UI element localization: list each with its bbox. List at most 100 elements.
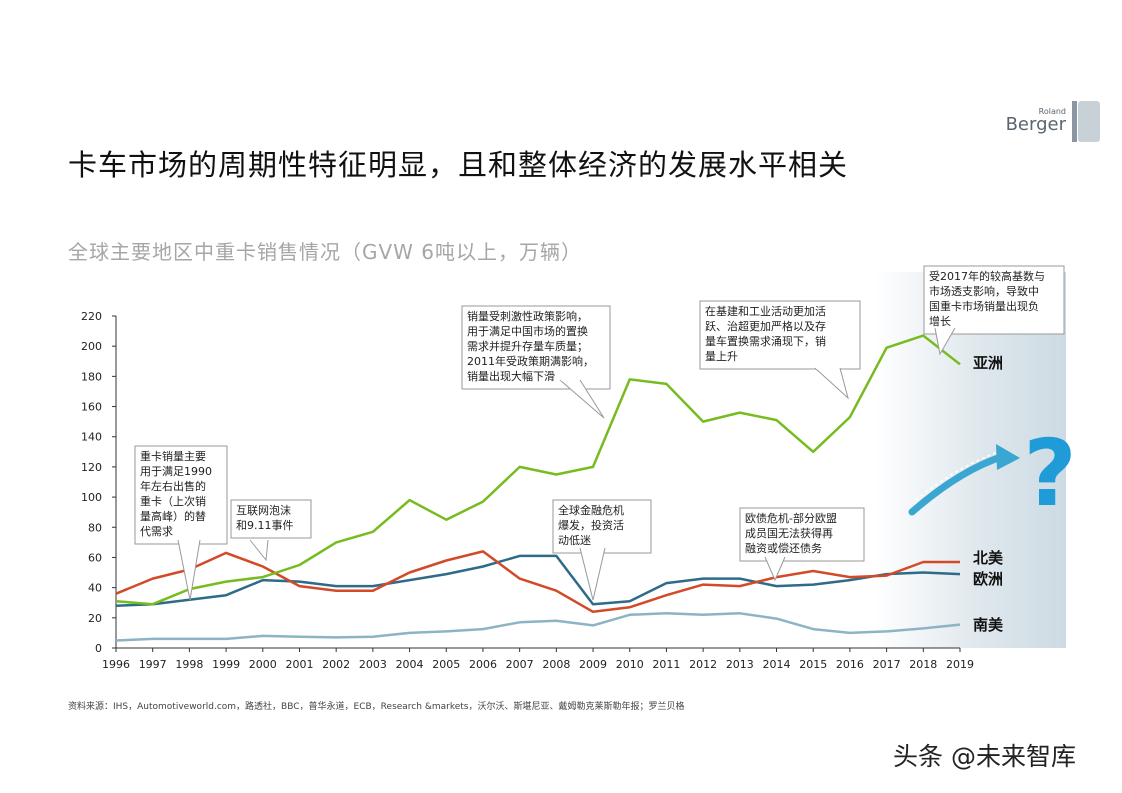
x-tick-label: 2000: [249, 658, 277, 671]
callout-text: 和9.11事件: [236, 519, 294, 532]
callout-text: 增长: [929, 314, 951, 328]
x-tick-label: 2002: [322, 658, 350, 671]
callout-text: 市场透支影响，导致中: [929, 284, 1039, 298]
y-tick-label: 220: [81, 310, 102, 323]
page-title: 卡车市场的周期性特征明显，且和整体经济的发展水平相关: [68, 148, 849, 182]
callout-text: 跃、治超更加严格以及存: [705, 319, 826, 333]
x-tick-label: 2010: [616, 658, 644, 671]
x-tick-label: 2008: [542, 658, 570, 671]
x-tick-label: 2003: [359, 658, 387, 671]
x-tick-label: 2005: [432, 658, 460, 671]
y-tick-label: 140: [81, 431, 102, 444]
series-line-south_america: [115, 612, 961, 642]
callout-text: 爆发，投资活: [558, 518, 624, 532]
callout-pointer: [177, 539, 201, 601]
callout-text: 全球金融危机: [558, 503, 624, 517]
callout-box: [552, 499, 652, 554]
callout-text: 用于满足1990: [140, 465, 212, 478]
y-tick-label: 20: [88, 612, 102, 625]
callout-text: 动低迷: [558, 534, 591, 547]
callout-text: 代需求: [140, 525, 173, 538]
callout-text: 量高峰）的替: [140, 509, 206, 523]
x-tick-label: 2018: [909, 658, 937, 671]
x-tick-label: 2014: [763, 658, 791, 671]
x-tick-label: 2013: [726, 658, 754, 671]
callout-text: 融资或偿还债务: [745, 541, 822, 555]
x-tick-label: 2009: [579, 658, 607, 671]
callout-text: 国重卡市场销量出现负: [929, 299, 1039, 313]
y-tick-label: 0: [95, 642, 102, 655]
series-label-asia: 亚洲: [973, 354, 1003, 372]
y-tick-label: 60: [88, 551, 102, 564]
callout-box: [461, 305, 611, 390]
x-tick-label: 2006: [469, 658, 497, 671]
callout-text: 用于满足中国市场的置换: [467, 324, 588, 338]
y-tick-label: 40: [88, 582, 102, 595]
callout-pointer: [249, 539, 269, 562]
x-tick-label: 2004: [396, 658, 424, 671]
callout-pointer: [579, 547, 606, 601]
y-tick-label: 80: [88, 521, 102, 534]
callout-text: 销量出现大幅下滑: [467, 369, 555, 383]
x-tick-label: 1999: [212, 658, 240, 671]
x-tick-label: 2012: [689, 658, 717, 671]
y-tick-label: 100: [81, 491, 102, 504]
x-tick-label: 1996: [102, 658, 130, 671]
arrow-stroke: [908, 452, 1008, 516]
callout-text: 销量受刺激性政策影响，: [467, 309, 588, 323]
x-tick-label: 2016: [836, 658, 864, 671]
callout-pointer: [764, 556, 786, 582]
x-tick-label: 2007: [506, 658, 534, 671]
callout-box: [230, 499, 312, 539]
series-line-europe: [115, 554, 961, 607]
callout-text: 受2017年的较高基数与: [929, 269, 1045, 283]
source-note: 资料来源：IHS，Automotiveworld.com，路透社，BBC，普华永…: [68, 702, 685, 712]
annotation-callout: 销量受刺激性政策影响，用于满足中国市场的置换需求并提升存量车质量；2011年受政…: [461, 305, 611, 419]
x-tick-label: 2019: [946, 658, 974, 671]
callout-pointer: [559, 379, 605, 419]
callout-text: 需求并提升存量车质量；: [467, 339, 588, 353]
series-label-south_america: 南美: [973, 616, 1004, 634]
series-label-north_america: 北美: [973, 549, 1004, 567]
forecast-question-mark: ?: [1023, 420, 1076, 527]
callout-pointer: [934, 327, 956, 356]
logo-berger: Berger: [1005, 114, 1066, 135]
callout-text: 成员国无法获得再: [745, 526, 833, 540]
y-tick-label: 160: [81, 401, 102, 414]
forecast-shade: [874, 272, 1066, 648]
logo-roland: Roland: [1038, 107, 1066, 116]
callout-text: 互联网泡沫: [236, 503, 291, 517]
y-tick-label: 120: [81, 461, 102, 474]
arrow-hatch: [915, 451, 999, 501]
callout-text: 欧债危机-部分欧盟: [745, 511, 837, 525]
series-line-asia: [115, 334, 961, 606]
callout-text: 在基建和工业活动更加活: [705, 304, 826, 318]
forecast-arrow: [908, 444, 1020, 516]
callout-text: 重卡销量主要: [140, 449, 206, 463]
y-tick-label: 200: [81, 340, 102, 353]
callout-text: 2011年受政策期满影响，: [467, 354, 594, 368]
callout-text: 量车置换需求涌现下，销: [705, 334, 826, 348]
callout-text: 年左右出售的: [140, 479, 206, 493]
watermark: 头条 @未来智库: [893, 742, 1076, 771]
callout-box: [923, 265, 1065, 335]
callout-text: 量上升: [705, 350, 738, 363]
callout-pointer: [814, 367, 849, 400]
x-tick-label: 2015: [799, 658, 827, 671]
x-tick-label: 2011: [652, 658, 680, 671]
arrow-head: [996, 444, 1020, 470]
series-line-north_america: [115, 550, 960, 614]
x-tick-label: 1997: [139, 658, 167, 671]
chart-title: 全球主要地区中重卡销售情况（GVW 6吨以上，万辆）: [68, 240, 583, 264]
callout-text: 重卡（上次销: [140, 494, 206, 508]
x-tick-label: 2017: [873, 658, 901, 671]
x-tick-label: 2001: [285, 658, 313, 671]
x-tick-label: 1998: [175, 658, 203, 671]
